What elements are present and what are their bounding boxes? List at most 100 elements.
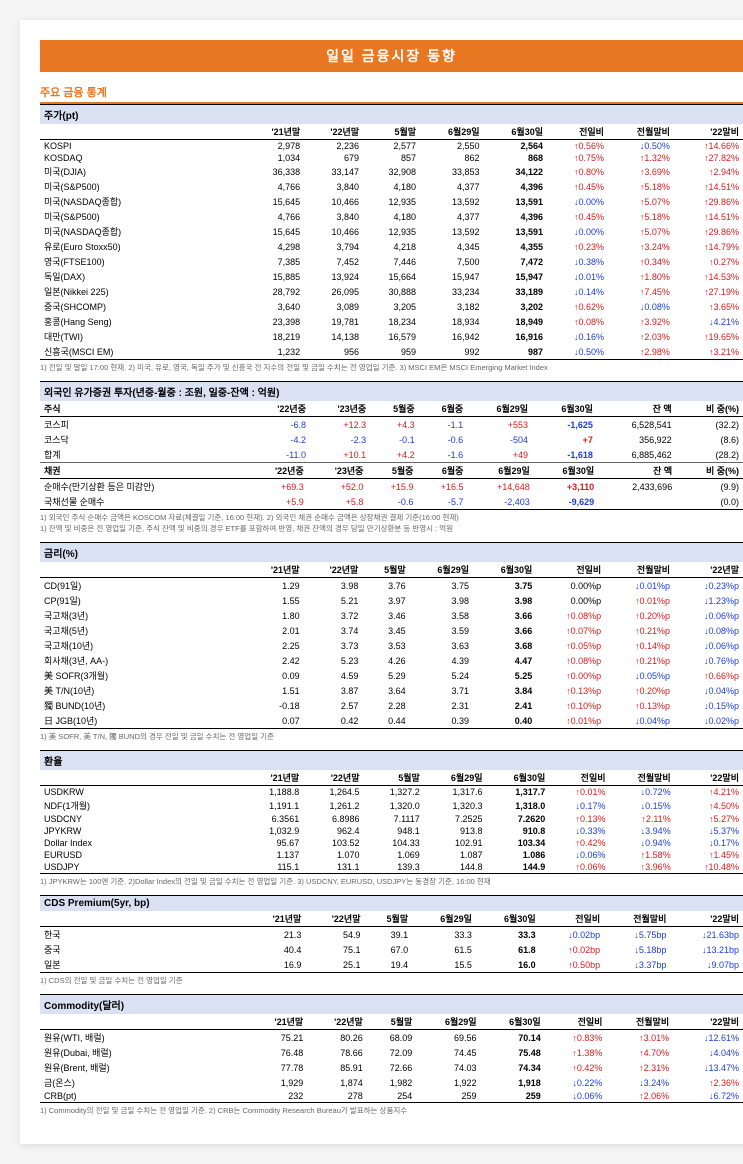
cell: ↑5.07% <box>608 194 674 209</box>
cell: ↑5.07% <box>608 224 674 239</box>
table-row: 금(온스)1,9291,8741,9821,9221,918↓0.22%↓3.2… <box>40 1075 743 1090</box>
cell: 4,377 <box>420 209 483 224</box>
cell: ↑3.96% <box>610 861 675 873</box>
cell: +5.8 <box>308 494 368 509</box>
cell: 7,472 <box>484 254 547 269</box>
cell: 95.67 <box>243 837 303 849</box>
col-header: 전월말비 <box>610 770 675 786</box>
cell: 30,888 <box>363 284 420 299</box>
cell: ↑29.86% <box>674 224 743 239</box>
cell: 278 <box>307 1090 367 1102</box>
cell: 19,781 <box>304 314 363 329</box>
cell: ↓13.21bp <box>670 942 743 957</box>
cell: ↓0.50% <box>608 140 674 153</box>
cell: 1.087 <box>424 849 487 861</box>
cell: 3,640 <box>245 299 304 314</box>
table-title: CDS Premium(5yr, bp) <box>40 895 743 911</box>
col-header: 6월29일 <box>416 1014 480 1030</box>
row-label: 중국(SHCOMP) <box>40 299 245 314</box>
cell: -1.6 <box>419 447 467 462</box>
cell: 3,182 <box>420 299 483 314</box>
col-header: 전일비 <box>547 124 608 140</box>
row-label: 미국(NASDAQ종합) <box>40 224 245 239</box>
cell: 12,935 <box>363 194 420 209</box>
page: 일일 금융시장 동향 주요 금융 통계 주가(pt)'21년말'22년말5월말6… <box>20 20 743 1144</box>
table-row: USDJPY115.1131.1139.3144.8144.9↑0.06%↑3.… <box>40 861 743 873</box>
row-label: NDF(1개월) <box>40 798 243 813</box>
col-header: 5월중 <box>370 401 418 417</box>
cell: ↑1.45% <box>675 849 743 861</box>
col-header: 6월30일 <box>534 463 598 479</box>
cell: ↑0.08%p <box>536 653 605 668</box>
col-header: 전월말비 <box>608 124 674 140</box>
cell: 5.21 <box>304 593 363 608</box>
row-label: 신흥국(MSCI EM) <box>40 344 245 359</box>
cell: 103.52 <box>303 837 363 849</box>
cell: 1.51 <box>245 683 304 698</box>
row-label: 홍콩(Hang Seng) <box>40 314 245 329</box>
cell: 68.09 <box>367 1030 417 1046</box>
cell: 74.34 <box>481 1060 545 1075</box>
row-label: 원유(Brent, 배럴) <box>40 1060 248 1075</box>
cell: 3.71 <box>410 683 473 698</box>
cell: ↓0.06% <box>545 1090 607 1102</box>
cell: 0.00%p <box>536 593 605 608</box>
cell: 144.9 <box>487 861 550 873</box>
cell: 3.63 <box>410 638 473 653</box>
row-label: 코스피 <box>40 417 250 433</box>
cell: ↓0.94% <box>610 837 675 849</box>
cell: 139.3 <box>363 861 423 873</box>
col-header: '22년중 <box>248 463 308 479</box>
col-header: 6월29일 <box>424 770 487 786</box>
col-header: '22년중 <box>250 401 310 417</box>
cell: 4.39 <box>410 653 473 668</box>
cell: 0.44 <box>362 713 409 728</box>
cell: 1,327.2 <box>363 786 423 799</box>
cell: ↓9.07bp <box>670 957 743 972</box>
row-label: 美 T/N(10년) <box>40 683 245 698</box>
cell: -4.2 <box>250 432 310 447</box>
cell: ↑3.65% <box>674 299 743 314</box>
col-header: 5월중 <box>367 463 417 479</box>
cell: -6.8 <box>250 417 310 433</box>
cell: 1,032.9 <box>243 825 303 837</box>
cell: 5.24 <box>410 668 473 683</box>
table-row: 日 JGB(10년)0.070.420.440.390.40↑0.01%p↓0.… <box>40 713 743 728</box>
cell: (8.6) <box>676 432 743 447</box>
cell: ↓0.04%p <box>605 713 674 728</box>
cell: ↓3.24% <box>606 1075 673 1090</box>
row-label: 영국(FTSE100) <box>40 254 245 269</box>
cell: 7.1117 <box>363 813 423 825</box>
cell: ↑5.18% <box>608 179 674 194</box>
cell: 39.1 <box>364 927 412 943</box>
cell: 3.45 <box>362 623 409 638</box>
cell: 4,218 <box>363 239 420 254</box>
cell: +12.3 <box>310 417 370 433</box>
cell: 10,466 <box>304 224 363 239</box>
cell: ↑0.10%p <box>536 698 605 713</box>
cell: ↑3.92% <box>608 314 674 329</box>
col-header: '23년중 <box>310 401 370 417</box>
table-row: CRB(pt)232278254259259↓0.06%↑2.06%↓6.72% <box>40 1090 743 1102</box>
cell: ↑0.23% <box>547 239 608 254</box>
cell: ↑0.20%p <box>605 683 674 698</box>
table-row: 일본(Nikkei 225)28,79226,09530,88833,23433… <box>40 284 743 299</box>
row-label: USDCNY <box>40 813 243 825</box>
cell: 0.09 <box>245 668 304 683</box>
table-row: KOSDAQ1,034679857862868↑0.75%↑1.32%↑27.8… <box>40 152 743 164</box>
cell: 5.29 <box>362 668 409 683</box>
row-label: 유로(Euro Stoxx50) <box>40 239 245 254</box>
cell: 103.34 <box>487 837 550 849</box>
cell: 5.23 <box>304 653 363 668</box>
cell: -9,629 <box>534 494 598 509</box>
data-table: '21년말'22년말5월말6월29일6월30일전일비전월말비'22말비원유(WT… <box>40 1014 743 1102</box>
cell: ↑0.27% <box>674 254 743 269</box>
table-row: 미국(S&P500)4,7663,8404,1804,3774,396↑0.45… <box>40 209 743 224</box>
col-header: 전월말비 <box>604 911 670 927</box>
table-row: CP(91일)1.555.213.973.983.980.00%p↑0.01%p… <box>40 593 743 608</box>
cell: 2,550 <box>420 140 483 153</box>
cell: 1,320.0 <box>363 798 423 813</box>
cell: ↑0.02bp <box>540 942 604 957</box>
cell: ↑0.42% <box>545 1060 607 1075</box>
cell: 2,236 <box>304 140 363 153</box>
